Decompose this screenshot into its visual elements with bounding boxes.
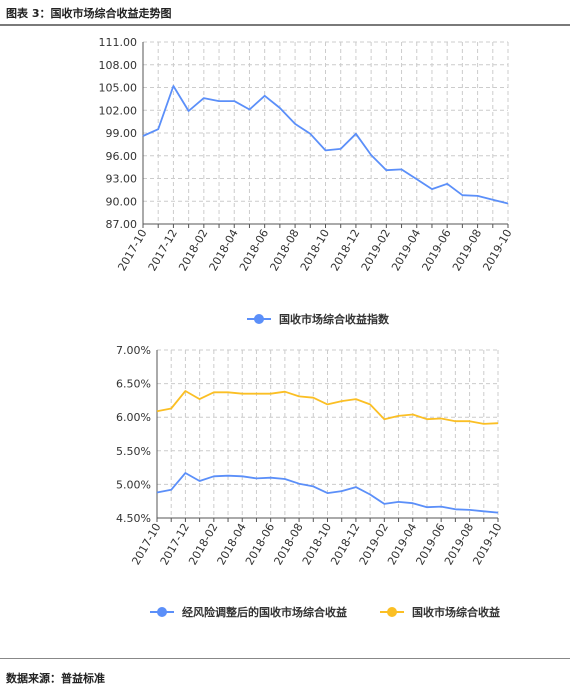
x-tick-label: 2019-02 — [359, 227, 393, 273]
source-label: 数据来源：普益标准 — [6, 672, 105, 685]
legend-marker — [254, 314, 264, 324]
x-tick-label: 2018-12 — [328, 227, 362, 273]
legend-label: 国收市场综合收益指数 — [279, 312, 390, 326]
legend-marker — [387, 607, 397, 617]
series-line-1 — [156, 472, 499, 514]
x-tick-label: 2017-10 — [115, 227, 149, 273]
x-tick-label: 2018-02 — [176, 227, 210, 273]
y-tick-label: 90.00 — [106, 195, 138, 208]
legend-label: 经风险调整后的国收市场综合收益 — [182, 605, 347, 619]
legend-marker — [157, 607, 167, 617]
y-tick-label: 111.00 — [99, 36, 138, 49]
x-tick-label: 2017-12 — [146, 227, 180, 273]
legend-label: 国收市场综合收益 — [412, 605, 500, 619]
y-tick-label: 102.00 — [99, 104, 138, 117]
yield-line-chart: 7.00%6.50%6.00%5.50%5.00%4.50%2017-10201… — [116, 344, 505, 619]
y-tick-label: 96.00 — [106, 150, 138, 163]
x-tick-label: 2019-08 — [450, 227, 484, 273]
index-line-chart: 111.00 108.00 105.00 102.00 99.00 96.00 93.00 9… — [99, 36, 515, 326]
y-tick-label: 4.50% — [116, 512, 151, 525]
y-tick-label: 93.00 — [106, 173, 138, 186]
y-tick-label: 6.50% — [116, 378, 151, 391]
x-tick-label: 2018-08 — [267, 227, 301, 273]
x-tick-label: 2019-04 — [389, 227, 423, 273]
y-tick-label: 5.50% — [116, 445, 151, 458]
y-tick-label: 6.00% — [116, 411, 151, 424]
y-tick-label: 5.00% — [116, 478, 151, 491]
x-tick-label: 2018-04 — [207, 227, 241, 273]
x-tick-label: 2018-10 — [298, 227, 332, 273]
series-line-1 — [142, 85, 509, 205]
x-tick-label: 2018-06 — [237, 227, 271, 273]
y-tick-label: 105.00 — [99, 82, 138, 95]
y-tick-label: 99.00 — [106, 127, 138, 140]
figure-header: 图表 3：国收市场综合收益走势图 — [0, 0, 570, 26]
y-tick-label: 7.00% — [116, 344, 151, 357]
figure-title: 图表 3：国收市场综合收益走势图 — [6, 7, 172, 20]
x-tick-label: 2019-10 — [480, 227, 514, 273]
y-tick-label: 87.00 — [106, 218, 138, 231]
bottom-rule — [0, 658, 570, 659]
series-line-2 — [156, 390, 499, 425]
x-tick-label: 2019-06 — [420, 227, 454, 273]
y-tick-label: 108.00 — [99, 59, 138, 72]
top-rule — [0, 24, 570, 26]
